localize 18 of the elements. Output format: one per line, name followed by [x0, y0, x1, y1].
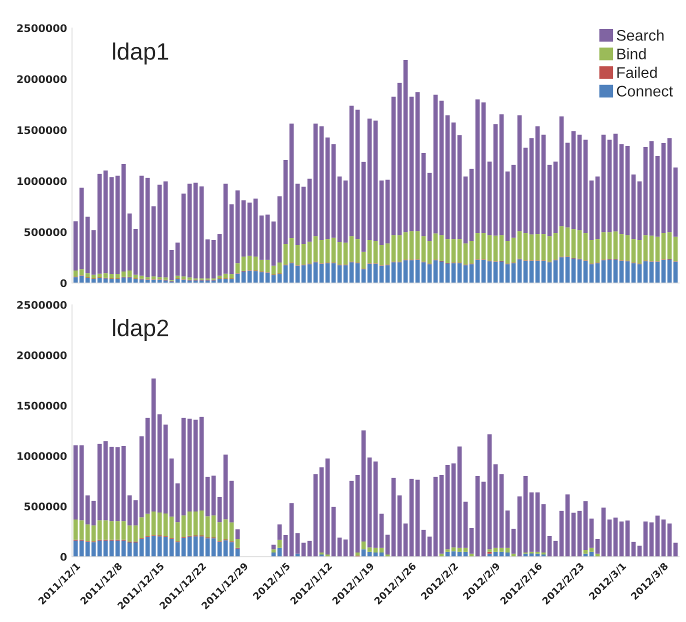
legend-label: Failed — [617, 66, 657, 78]
y-tick-label: 2000000 — [17, 75, 67, 84]
legend-label: Bind — [617, 48, 646, 60]
y-tick-label: 2500000 — [17, 301, 67, 309]
y-tick-label: 0 — [60, 279, 67, 288]
y-tick-label: 2000000 — [17, 351, 67, 360]
y-tick-label: 1000000 — [18, 177, 67, 186]
text: ldap1 — [113, 42, 168, 64]
y-tick-label: 1000000 — [18, 452, 67, 460]
y-tick-label: 0 — [60, 552, 67, 561]
y-tick-label: 2500000 — [17, 24, 67, 32]
y-tick-label: 1500000 — [18, 402, 67, 410]
legend-label: Connect — [616, 86, 673, 97]
text: ldap2 — [113, 318, 168, 341]
y-tick-label: 500000 — [24, 228, 67, 236]
y-tick-label: 500000 — [24, 502, 67, 510]
legend-label: Search — [616, 30, 664, 41]
y-tick-label: 1500000 — [18, 126, 67, 134]
